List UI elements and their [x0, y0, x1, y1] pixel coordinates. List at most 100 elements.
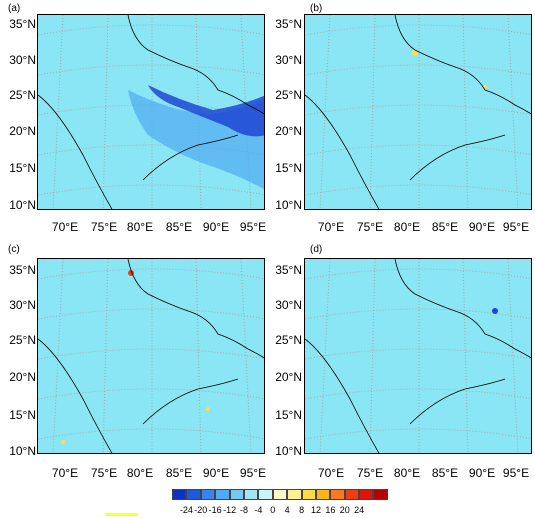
map-area [304, 258, 532, 454]
border-line [127, 15, 264, 115]
lon-label: 95°E [239, 220, 267, 234]
colorbar-cell [330, 489, 345, 500]
map-canvas [305, 259, 531, 453]
map-area [37, 14, 265, 210]
lon-label: 85°E [431, 466, 459, 480]
lat-label: 35°N [9, 17, 36, 31]
lat-label: 30°N [275, 53, 302, 67]
coastline-east [409, 378, 506, 425]
lat-label: 15°N [275, 408, 302, 422]
colorbar-cell [287, 489, 302, 500]
colorbar-cell [315, 489, 331, 500]
lat-label: 25°N [275, 88, 302, 102]
colorbar-tick-label: -24 [179, 505, 193, 515]
lat-label: 10°N [9, 444, 36, 458]
colorbar-cell [272, 489, 288, 500]
panel-label: (b) [310, 3, 323, 14]
colorbar-cell [243, 489, 259, 500]
lon-label: 90°E [202, 220, 230, 234]
lon-label: 95°E [502, 220, 530, 234]
lon-label: 95°E [239, 466, 267, 480]
lon-label: 85°E [165, 220, 193, 234]
colorbar-tick-label: -20 [194, 505, 208, 515]
lat-label: 30°N [9, 53, 36, 67]
lon-label: 85°E [431, 220, 459, 234]
colorbar-tick-label: 8 [299, 505, 305, 515]
colorbar-tick-label: -16 [208, 505, 222, 515]
lat-label: 10°N [9, 198, 36, 212]
colorbar-tick-label: 4 [284, 505, 290, 515]
lat-label: 20°N [275, 124, 302, 138]
colorbar-tick-label: 16 [325, 505, 336, 515]
colorbar-cell [373, 489, 388, 500]
border-line [394, 259, 531, 359]
map-canvas [38, 259, 264, 453]
colorbar-cell [301, 489, 316, 500]
lat-label: 10°N [275, 198, 302, 212]
colorbar-cell [172, 489, 187, 500]
lat-label: 35°N [9, 263, 36, 277]
colorbar [172, 489, 388, 501]
colorbar-tick-label: 12 [310, 505, 321, 515]
lat-label: 30°N [275, 298, 302, 312]
coastline [305, 338, 380, 453]
lon-label: 90°E [468, 466, 496, 480]
panel-label: (c) [8, 244, 20, 255]
lon-label: 80°E [393, 220, 421, 234]
coastline [305, 94, 380, 209]
panel-label: (d) [310, 244, 323, 255]
lon-label: 70°E [51, 220, 79, 234]
lon-label: 95°E [502, 466, 530, 480]
coastline [38, 338, 113, 453]
lon-label: 75°E [90, 220, 118, 234]
lon-label: 70°E [317, 220, 345, 234]
longitude-gridlines [319, 15, 519, 209]
lon-label: 70°E [51, 466, 79, 480]
lat-label: 35°N [275, 263, 302, 277]
accent-mark [105, 513, 138, 516]
map-area [37, 258, 265, 454]
border-line [127, 259, 264, 359]
colorbar-cell [258, 489, 273, 500]
colorbar-tick-label: -4 [254, 505, 263, 515]
latitude-gridlines [305, 24, 531, 196]
colorbar-tick-label: 0 [270, 505, 276, 515]
lon-label: 70°E [317, 466, 345, 480]
longitude-gridlines [52, 259, 252, 453]
lon-label: 75°E [90, 466, 118, 480]
negative-anomaly [492, 308, 498, 314]
lat-label: 15°N [9, 408, 36, 422]
colorbar-cell [186, 489, 201, 500]
lat-label: 15°N [275, 161, 302, 175]
colorbar-tick-label: 24 [354, 505, 365, 515]
colorbar-tick-label: 20 [339, 505, 350, 515]
lat-label: 25°N [9, 333, 36, 347]
strong-negative-band [148, 85, 264, 137]
positive-anomaly [61, 440, 65, 444]
latitude-gridlines [305, 268, 531, 440]
coastline-east [409, 134, 506, 181]
coastline [38, 94, 113, 209]
lat-label: 25°N [9, 88, 36, 102]
lat-label: 15°N [9, 161, 36, 175]
lat-label: 25°N [275, 333, 302, 347]
lon-label: 90°E [202, 466, 230, 480]
lon-label: 75°E [356, 220, 384, 234]
lat-label: 30°N [9, 298, 36, 312]
colorbar-cell [200, 489, 216, 500]
lon-label: 85°E [165, 466, 193, 480]
lat-label: 35°N [275, 17, 302, 31]
colorbar-tick-label: -12 [223, 505, 237, 515]
border-line [394, 15, 531, 115]
colorbar-tick-label: -8 [239, 505, 248, 515]
colorbar-cell [344, 489, 360, 500]
lon-label: 75°E [356, 466, 384, 480]
lon-label: 90°E [468, 220, 496, 234]
lat-label: 10°N [275, 444, 302, 458]
map-area [304, 14, 532, 210]
positive-anomaly [206, 407, 210, 411]
lon-label: 80°E [393, 466, 421, 480]
lon-label: 80°E [126, 220, 154, 234]
coastline-east [142, 134, 239, 181]
colorbar-cell [215, 489, 230, 500]
